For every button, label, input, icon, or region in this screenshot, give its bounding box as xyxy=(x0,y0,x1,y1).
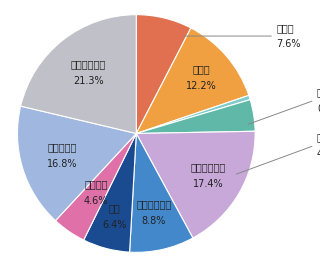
Text: 製造業: 製造業 xyxy=(192,64,210,74)
Wedge shape xyxy=(21,15,136,134)
Text: 6.4%: 6.4% xyxy=(102,219,127,230)
Text: 8.8%: 8.8% xyxy=(142,216,166,226)
Text: 金融・保険業: 金融・保険業 xyxy=(136,199,172,209)
Wedge shape xyxy=(136,131,255,238)
Text: 通信: 通信 xyxy=(108,203,120,213)
Text: 16.8%: 16.8% xyxy=(47,159,78,169)
Text: 0.6%: 0.6% xyxy=(317,104,320,113)
Text: 運輸業: 運輸業 xyxy=(317,132,320,142)
Text: 4.3%: 4.3% xyxy=(317,149,320,159)
Text: 21.3%: 21.3% xyxy=(73,76,104,86)
Text: 卸売・小売業: 卸売・小売業 xyxy=(190,162,226,172)
Text: 建設業: 建設業 xyxy=(276,23,294,33)
Text: 不動産業: 不動産業 xyxy=(84,179,108,189)
Text: 公務員・教員: 公務員・教員 xyxy=(71,60,106,70)
Wedge shape xyxy=(18,106,136,221)
Wedge shape xyxy=(136,95,250,134)
Wedge shape xyxy=(136,28,249,134)
Wedge shape xyxy=(55,134,136,240)
Wedge shape xyxy=(84,134,136,252)
Text: サービス業: サービス業 xyxy=(48,143,77,153)
Text: 12.2%: 12.2% xyxy=(186,81,217,91)
Wedge shape xyxy=(136,100,255,134)
Text: 17.4%: 17.4% xyxy=(193,179,223,189)
Wedge shape xyxy=(130,134,193,252)
Text: 4.6%: 4.6% xyxy=(84,195,108,206)
Text: 7.6%: 7.6% xyxy=(276,39,301,49)
Wedge shape xyxy=(136,15,191,134)
Text: 電気・ガス: 電気・ガス xyxy=(317,87,320,97)
